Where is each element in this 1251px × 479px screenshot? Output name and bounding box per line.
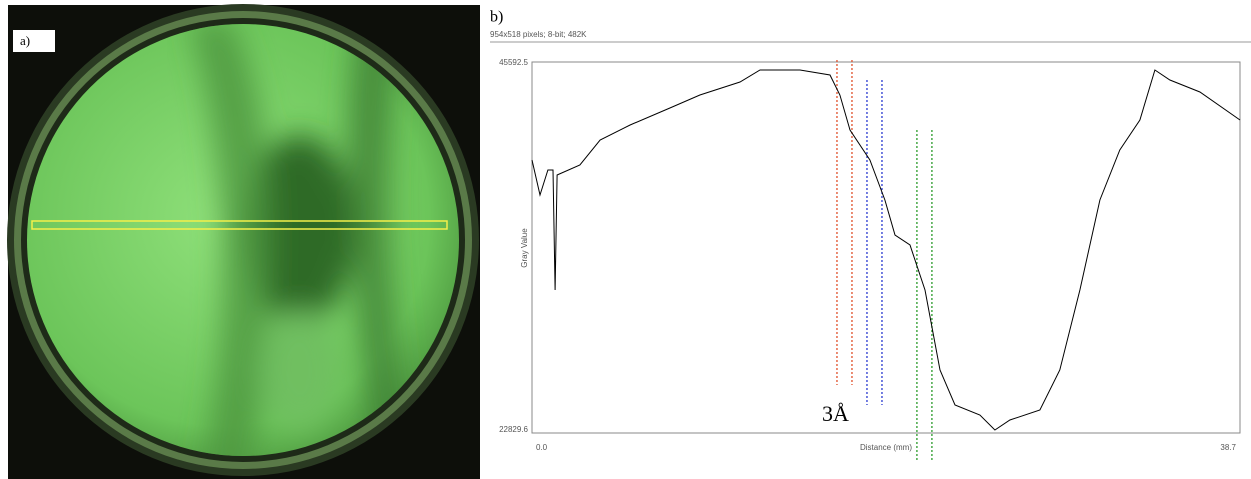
profile-line (531, 69, 1241, 431)
photo: a) (7, 4, 480, 479)
y-tick-label: 22829.6 (499, 425, 528, 434)
panel-label: a) (20, 33, 30, 48)
x-tick-label: 38.7 (1220, 443, 1236, 452)
x-tick-label: 0.0 (536, 443, 548, 452)
y-tick-label: 45592.5 (499, 58, 528, 67)
y-axis-label: Gray Value (520, 228, 529, 268)
x-axis-label: Distance (mm) (860, 443, 912, 452)
plot-frame (531, 61, 1241, 434)
panel-label: b) (490, 9, 503, 26)
subtitle: 954x518 pixels; 8-bit; 482K (490, 30, 587, 39)
annotation: 3Å (822, 401, 849, 426)
